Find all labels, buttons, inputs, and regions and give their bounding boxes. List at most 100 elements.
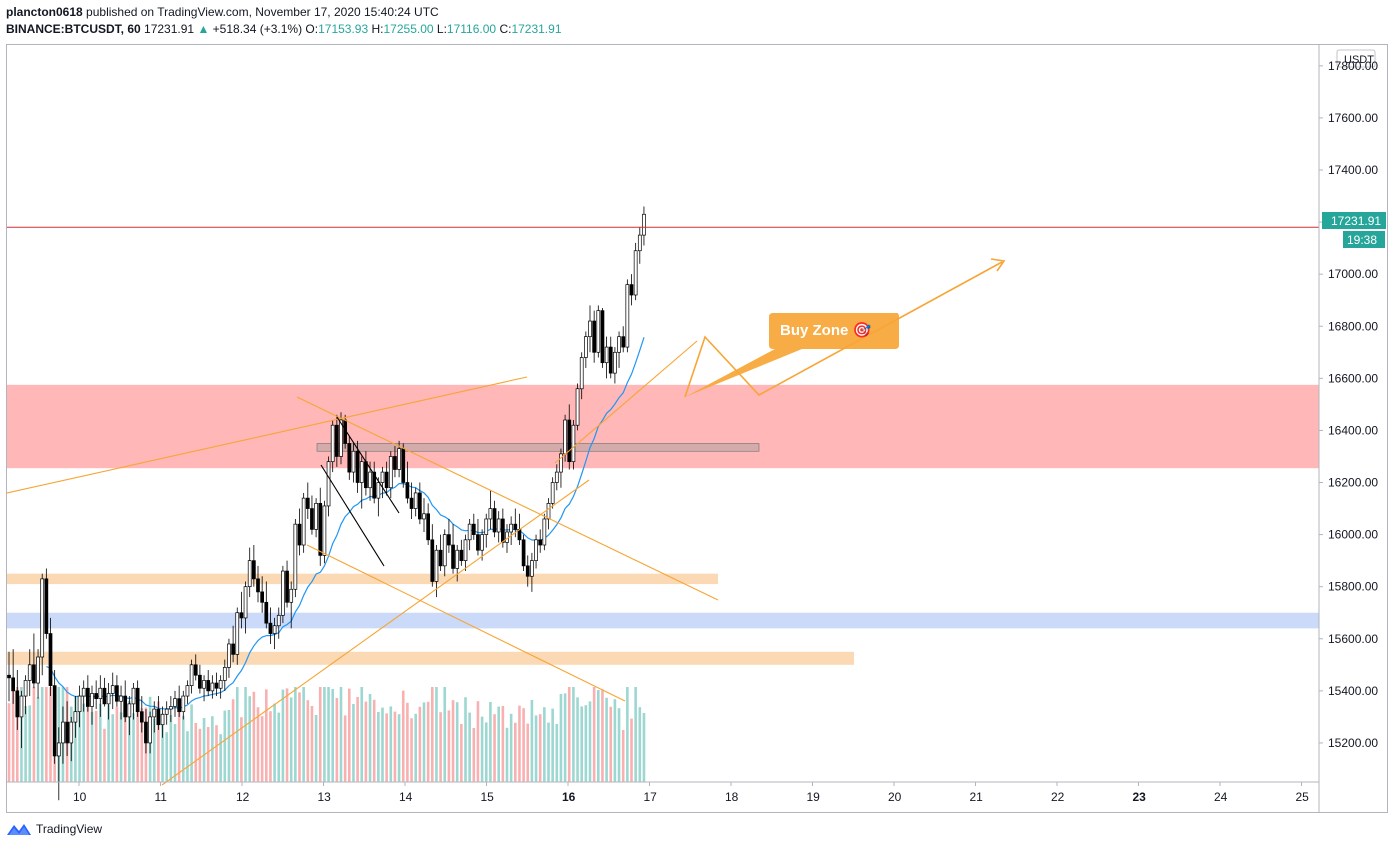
- volume-bar: [551, 708, 554, 782]
- time-tick-label: 13: [318, 790, 332, 804]
- candle-body: [106, 693, 111, 705]
- candle-body: [359, 461, 364, 483]
- volume-bar: [40, 687, 44, 782]
- volume-bar: [78, 704, 81, 782]
- volume-bar: [99, 703, 102, 782]
- candle-body: [509, 523, 513, 533]
- volume-bar: [584, 705, 588, 782]
- candle-body: [247, 560, 252, 588]
- candle-body: [260, 591, 264, 603]
- candle-body: [23, 680, 28, 697]
- candle-body: [239, 612, 244, 619]
- chart-frame[interactable]: Buy Zone 🎯 USDT 15200.00 15400.00 15600.00 15…: [6, 44, 1388, 813]
- volume-bar: [372, 699, 376, 782]
- candle-body: [27, 664, 32, 681]
- time-tick-label: 16: [562, 790, 576, 804]
- candle-body: [546, 502, 551, 520]
- volume-bar: [397, 714, 401, 782]
- volume-bar: [140, 708, 144, 782]
- volume-bar: [186, 731, 189, 782]
- time-tick-label: 24: [1214, 790, 1228, 804]
- candle-body: [44, 578, 49, 634]
- volume-bar: [269, 711, 272, 782]
- currency-badge[interactable]: [1336, 49, 1376, 68]
- candle-body: [426, 513, 430, 541]
- volume-bar: [177, 703, 181, 782]
- trendline-ascending-short: [554, 340, 698, 464]
- tradingview-brand: TradingView: [36, 822, 103, 836]
- volume-bar: [348, 688, 351, 782]
- price-tick-label: 16600.00: [1328, 371, 1378, 385]
- candle-body: [567, 419, 572, 463]
- candle-body: [621, 336, 626, 348]
- volume-bar: [169, 715, 173, 782]
- candle-body: [127, 703, 132, 718]
- volume-bar: [314, 715, 318, 782]
- candle-body: [455, 549, 460, 569]
- candle-body: [384, 471, 389, 489]
- volume-bar: [323, 687, 326, 782]
- volume-bar: [592, 687, 596, 782]
- price-tick-label: 16800.00: [1328, 319, 1378, 333]
- volume-bar: [543, 707, 546, 782]
- zone-support-upper: [7, 573, 718, 585]
- volume-bar: [223, 710, 227, 782]
- volume-bar: [16, 687, 19, 782]
- volume-bar: [538, 714, 542, 782]
- volume-bar: [377, 712, 380, 782]
- candle-body: [73, 711, 78, 723]
- volume-bar: [480, 716, 484, 782]
- high-value: 17255.00: [383, 22, 434, 36]
- time-tick-label: 21: [970, 790, 984, 804]
- candle-body: [206, 680, 211, 692]
- candle-body: [160, 713, 165, 726]
- candle-body: [222, 667, 227, 681]
- candle-body: [413, 492, 418, 509]
- volume-bar: [265, 689, 268, 782]
- candle-body: [139, 711, 144, 723]
- countdown-badge: [1343, 231, 1385, 248]
- volume-bar: [410, 718, 413, 782]
- volume-bar: [86, 706, 90, 782]
- price-chart[interactable]: Buy Zone 🎯 USDT 15200.00 15400.00 15600.00 15…: [7, 45, 1387, 812]
- published-text: published on TradingView.com, November 1…: [86, 5, 439, 19]
- candle-body: [559, 453, 563, 473]
- volume-bar: [256, 707, 260, 782]
- volume-bar: [157, 701, 160, 782]
- candle-body: [272, 625, 277, 634]
- volume-bar: [152, 718, 156, 782]
- candle-body: [637, 234, 642, 252]
- candle-body: [15, 690, 20, 718]
- open-value: 17153.93: [318, 22, 369, 36]
- change-up-icon: ▲: [197, 22, 210, 36]
- volume-bar: [638, 707, 642, 782]
- trendline-ascending-channel: [161, 479, 590, 786]
- volume-bar: [522, 708, 525, 782]
- volume-bar: [32, 687, 36, 782]
- candle-body: [322, 505, 327, 556]
- volume-bar: [435, 687, 438, 782]
- volume-bar: [630, 718, 633, 782]
- price-tick-label: 17400.00: [1328, 163, 1378, 177]
- volume-bar: [128, 701, 131, 782]
- volume-bar: [443, 687, 447, 782]
- currency-label: USDT: [1344, 54, 1374, 66]
- volume-bar: [202, 718, 206, 782]
- tradingview-footer[interactable]: TradingView: [6, 822, 102, 836]
- price-tick-label: 17000.00: [1328, 267, 1378, 281]
- candle-body: [243, 586, 248, 619]
- candle-body: [409, 497, 414, 509]
- candle-body: [77, 695, 82, 713]
- volume-bar: [227, 710, 231, 782]
- author-name[interactable]: plancton0618: [6, 5, 83, 19]
- candle-body: [198, 674, 202, 689]
- candle-body: [330, 424, 335, 463]
- volume-bar: [389, 706, 393, 782]
- volume-bar: [198, 728, 202, 782]
- candle-body: [119, 695, 123, 702]
- volume-bar: [588, 701, 592, 782]
- candle-body: [355, 450, 360, 483]
- volume-bar: [90, 712, 94, 782]
- candle-body: [164, 708, 169, 715]
- volume-bar: [489, 702, 492, 782]
